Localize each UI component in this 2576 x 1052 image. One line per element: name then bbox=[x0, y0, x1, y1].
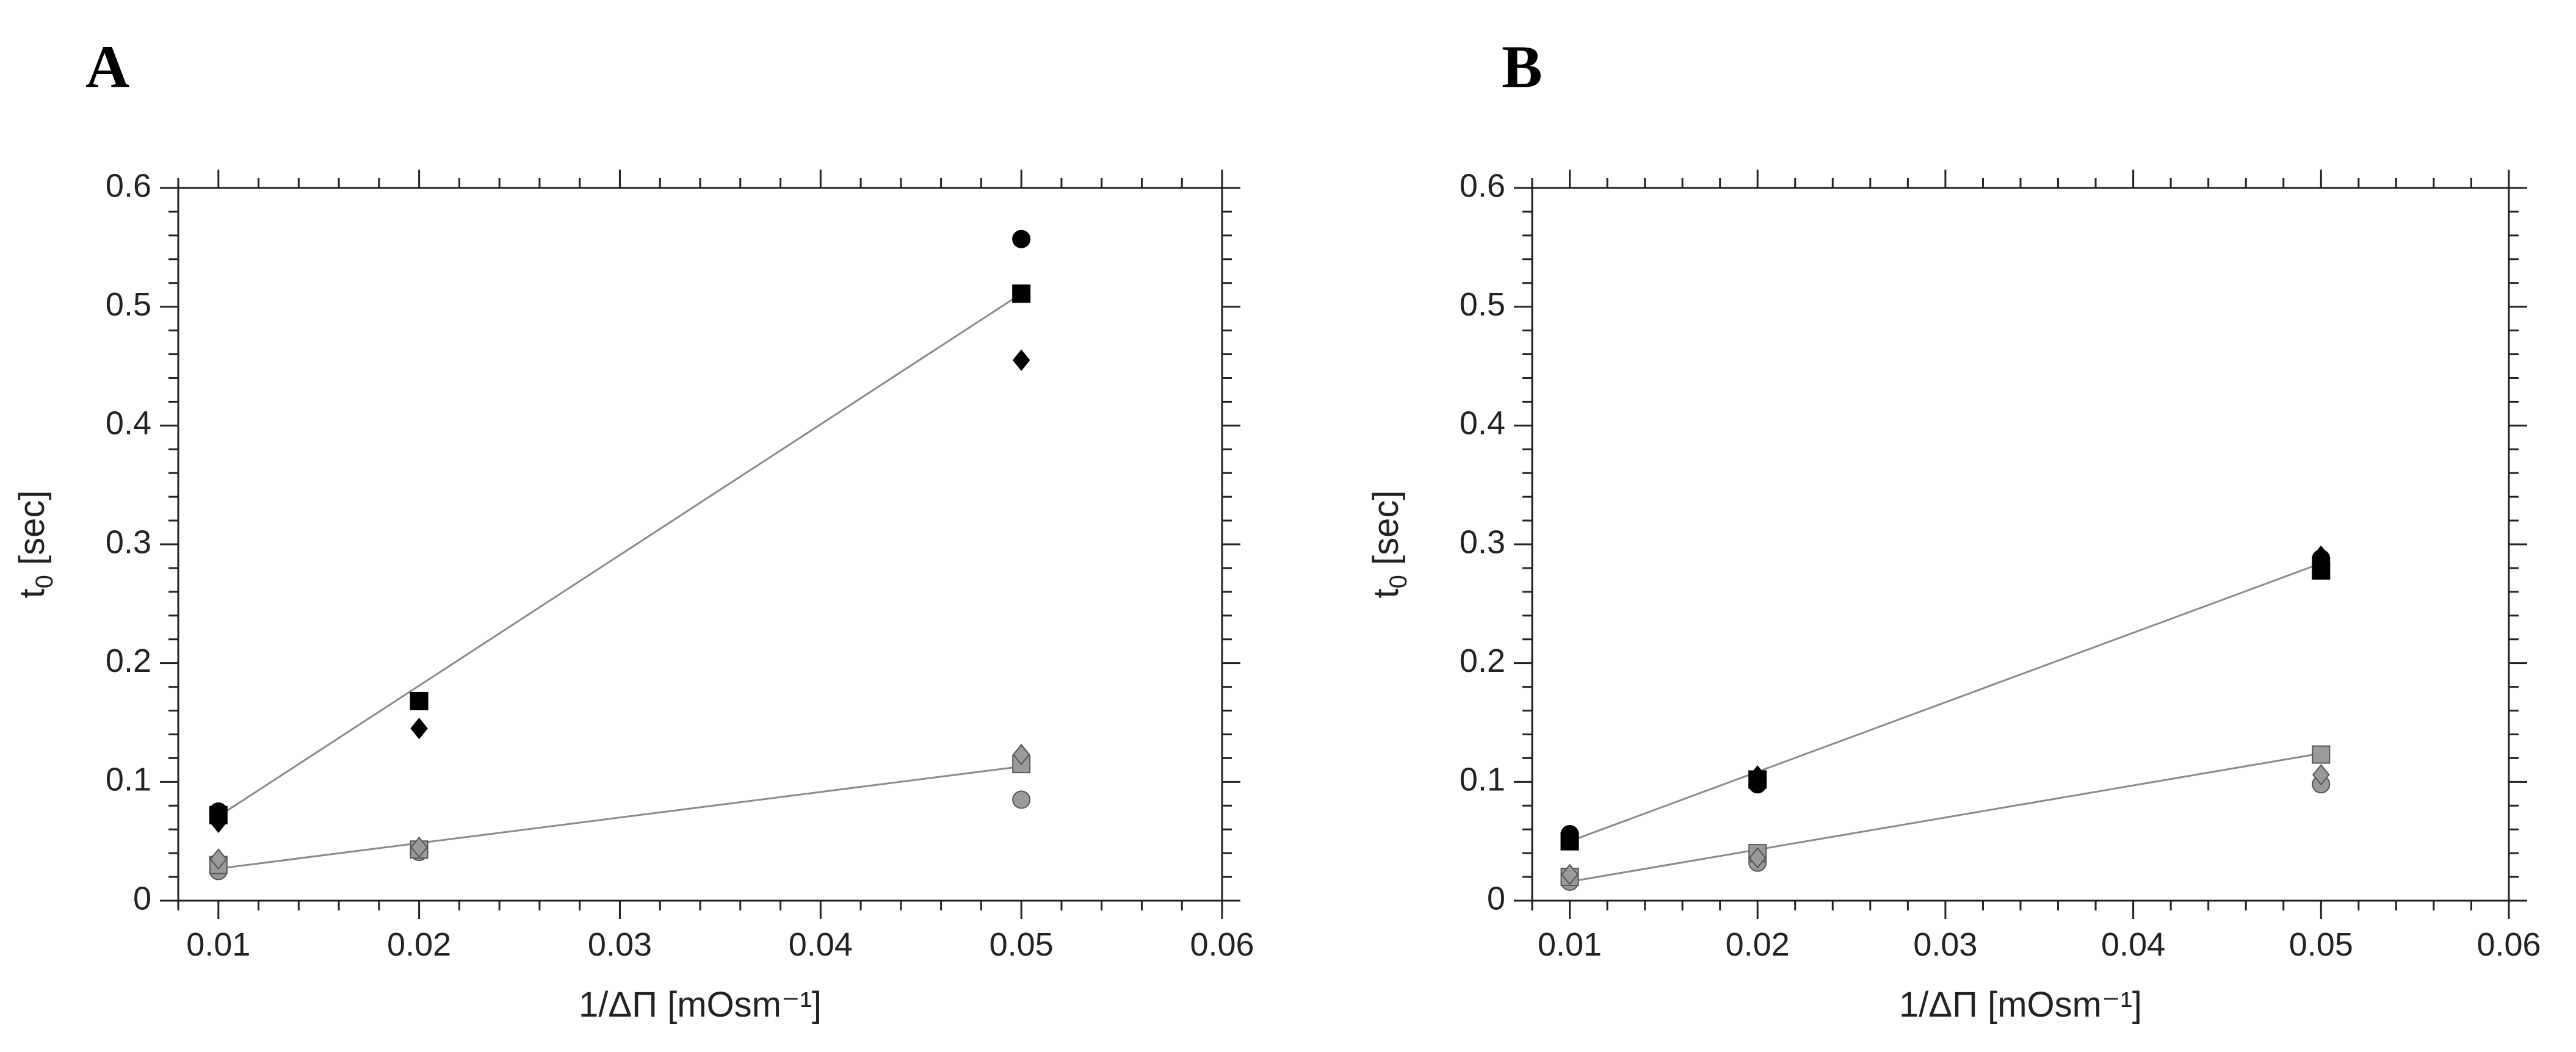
panel-b-x-tick-label: 0.04 bbox=[2101, 926, 2165, 963]
panel-a-y-tick-label: 0.5 bbox=[106, 286, 151, 323]
panel-b-point-gray-diamond bbox=[1561, 863, 1579, 885]
panel-b-y-tick-label: 0 bbox=[1487, 880, 1505, 917]
panel-a-y-axis-label: t0 [sec] bbox=[12, 491, 58, 599]
panel-b-point-black-diamond bbox=[1748, 765, 1767, 787]
panel-a-y-axis-label-sub: 0 bbox=[31, 575, 58, 588]
panel-a-x-tick-label: 0.06 bbox=[1190, 926, 1254, 963]
panel-b-x-tick-label: 0.01 bbox=[1538, 926, 1602, 963]
panel-a-x-tick-label: 0.01 bbox=[186, 926, 250, 963]
panel-a-y-tick-label: 0.4 bbox=[106, 405, 151, 442]
panel-a-x-axis-label: 1/ΔΠ [mOsm⁻¹] bbox=[579, 985, 822, 1025]
panel-b-point-black-diamond bbox=[2312, 545, 2330, 567]
panel-b-y-tick-label: 0.5 bbox=[1460, 286, 1505, 323]
panel-a-series-gray-square bbox=[209, 755, 1031, 874]
panel-b-point-gray-square bbox=[2312, 745, 2331, 764]
panel-a-y-tick-label: 0 bbox=[133, 880, 151, 917]
panel-a-point-gray-diamond bbox=[209, 848, 228, 870]
panel-a-x-tick-label: 0.05 bbox=[990, 926, 1054, 963]
panel-b-minor-ticks bbox=[1514, 170, 2527, 919]
panel-a-gray-fit-line bbox=[218, 765, 1022, 870]
panel-b-series-gray-diamond bbox=[1561, 764, 2330, 885]
panel-b-x-tick-label: 0.03 bbox=[1913, 926, 1977, 963]
panel-a-y-tick-label: 0.2 bbox=[106, 643, 151, 679]
panel-b-series-black-diamond bbox=[1561, 545, 2330, 849]
panel-a-y-tick-label: 0.1 bbox=[106, 762, 151, 798]
panel-a-point-gray-diamond bbox=[410, 836, 428, 858]
panel-b-y-tick-label: 0.6 bbox=[1460, 167, 1505, 204]
panel-b-series-gray-circle bbox=[1560, 775, 2331, 891]
panel-b-series-black-square bbox=[1560, 561, 2331, 851]
panel-a-black-fit-line bbox=[217, 292, 1022, 818]
panel-a-point-black-square bbox=[1012, 284, 1031, 303]
panel-a-point-gray-diamond bbox=[1012, 743, 1030, 766]
panel-b-y-tick-label: 0.2 bbox=[1460, 643, 1505, 679]
panel-a-y-axis-label-main: t bbox=[12, 588, 52, 598]
panel-b-gray-fit-line bbox=[1569, 752, 2321, 883]
panel-a-x-tick-label: 0.02 bbox=[387, 926, 451, 963]
panel-a-series-black-circle bbox=[209, 229, 1031, 821]
panel-b-y-axis-label: t0 [sec] bbox=[1366, 491, 1412, 599]
panel-b-y-axis-label-sub: 0 bbox=[1385, 575, 1412, 588]
panel-b: B 0.01 0.02 0.03 0.04 0.05 0.06 0 0.1 0.2 0.3 0.4 0… bbox=[1366, 33, 2541, 1025]
panel-b-letter: B bbox=[1502, 33, 1543, 101]
panel-b-y-tick-label: 0.3 bbox=[1460, 524, 1505, 560]
panel-a-point-black-square bbox=[410, 691, 429, 710]
panel-b-x-axis-label: 1/ΔΠ [mOsm⁻¹] bbox=[1899, 985, 2142, 1025]
panel-a-point-black-circle bbox=[1012, 229, 1031, 248]
panel-a-series-gray-circle bbox=[209, 790, 1031, 881]
panel-a-point-black-diamond bbox=[410, 718, 428, 740]
panel-b-y-tick-label: 0.4 bbox=[1460, 405, 1505, 442]
panel-b-y-axis-label-main: t bbox=[1366, 588, 1406, 598]
panel-a-point-black-diamond bbox=[209, 811, 228, 834]
panel-b-series-gray-square bbox=[1560, 745, 2331, 887]
panel-b-plot-frame bbox=[1531, 187, 2510, 902]
panel-a-y-tick-label: 0.3 bbox=[106, 524, 151, 560]
panel-b-point-gray-diamond bbox=[1748, 847, 1767, 869]
panel-a-x-tick-label: 0.03 bbox=[588, 926, 652, 963]
panel-b-y-tick-label: 0.1 bbox=[1460, 762, 1505, 798]
panel-b-x-tick-label: 0.02 bbox=[1726, 926, 1790, 963]
panel-a-y-axis-label-unit: [sec] bbox=[12, 491, 52, 575]
panel-b-series-black-circle bbox=[1560, 549, 2331, 843]
panel-a-x-tick-label: 0.04 bbox=[789, 926, 853, 963]
panel-a-letter: A bbox=[85, 33, 129, 101]
panel-a-point-gray-circle bbox=[1012, 790, 1031, 809]
panel-a-point-black-diamond bbox=[1012, 349, 1030, 371]
panel-b-black-fit-line bbox=[1569, 562, 2321, 843]
panel-b-point-gray-diamond bbox=[2312, 764, 2330, 786]
panel-a-y-tick-label: 0.6 bbox=[106, 167, 151, 204]
panel-a: A 0.01 0.02 0.03 0.04 0.05 0.06 0 0.1 0.2 0.3 0.4 0… bbox=[12, 33, 1254, 1025]
panel-a-plot-frame bbox=[177, 187, 1223, 902]
panel-b-point-black-diamond bbox=[1561, 827, 1579, 849]
panel-a-minor-ticks bbox=[160, 170, 1240, 919]
panel-b-y-axis-label-unit: [sec] bbox=[1366, 491, 1406, 575]
panel-a-series-gray-diamond bbox=[209, 743, 1030, 870]
panel-b-x-tick-label: 0.06 bbox=[2477, 926, 2541, 963]
panel-a-series-black-diamond bbox=[209, 349, 1030, 834]
panel-b-x-tick-label: 0.05 bbox=[2289, 926, 2353, 963]
